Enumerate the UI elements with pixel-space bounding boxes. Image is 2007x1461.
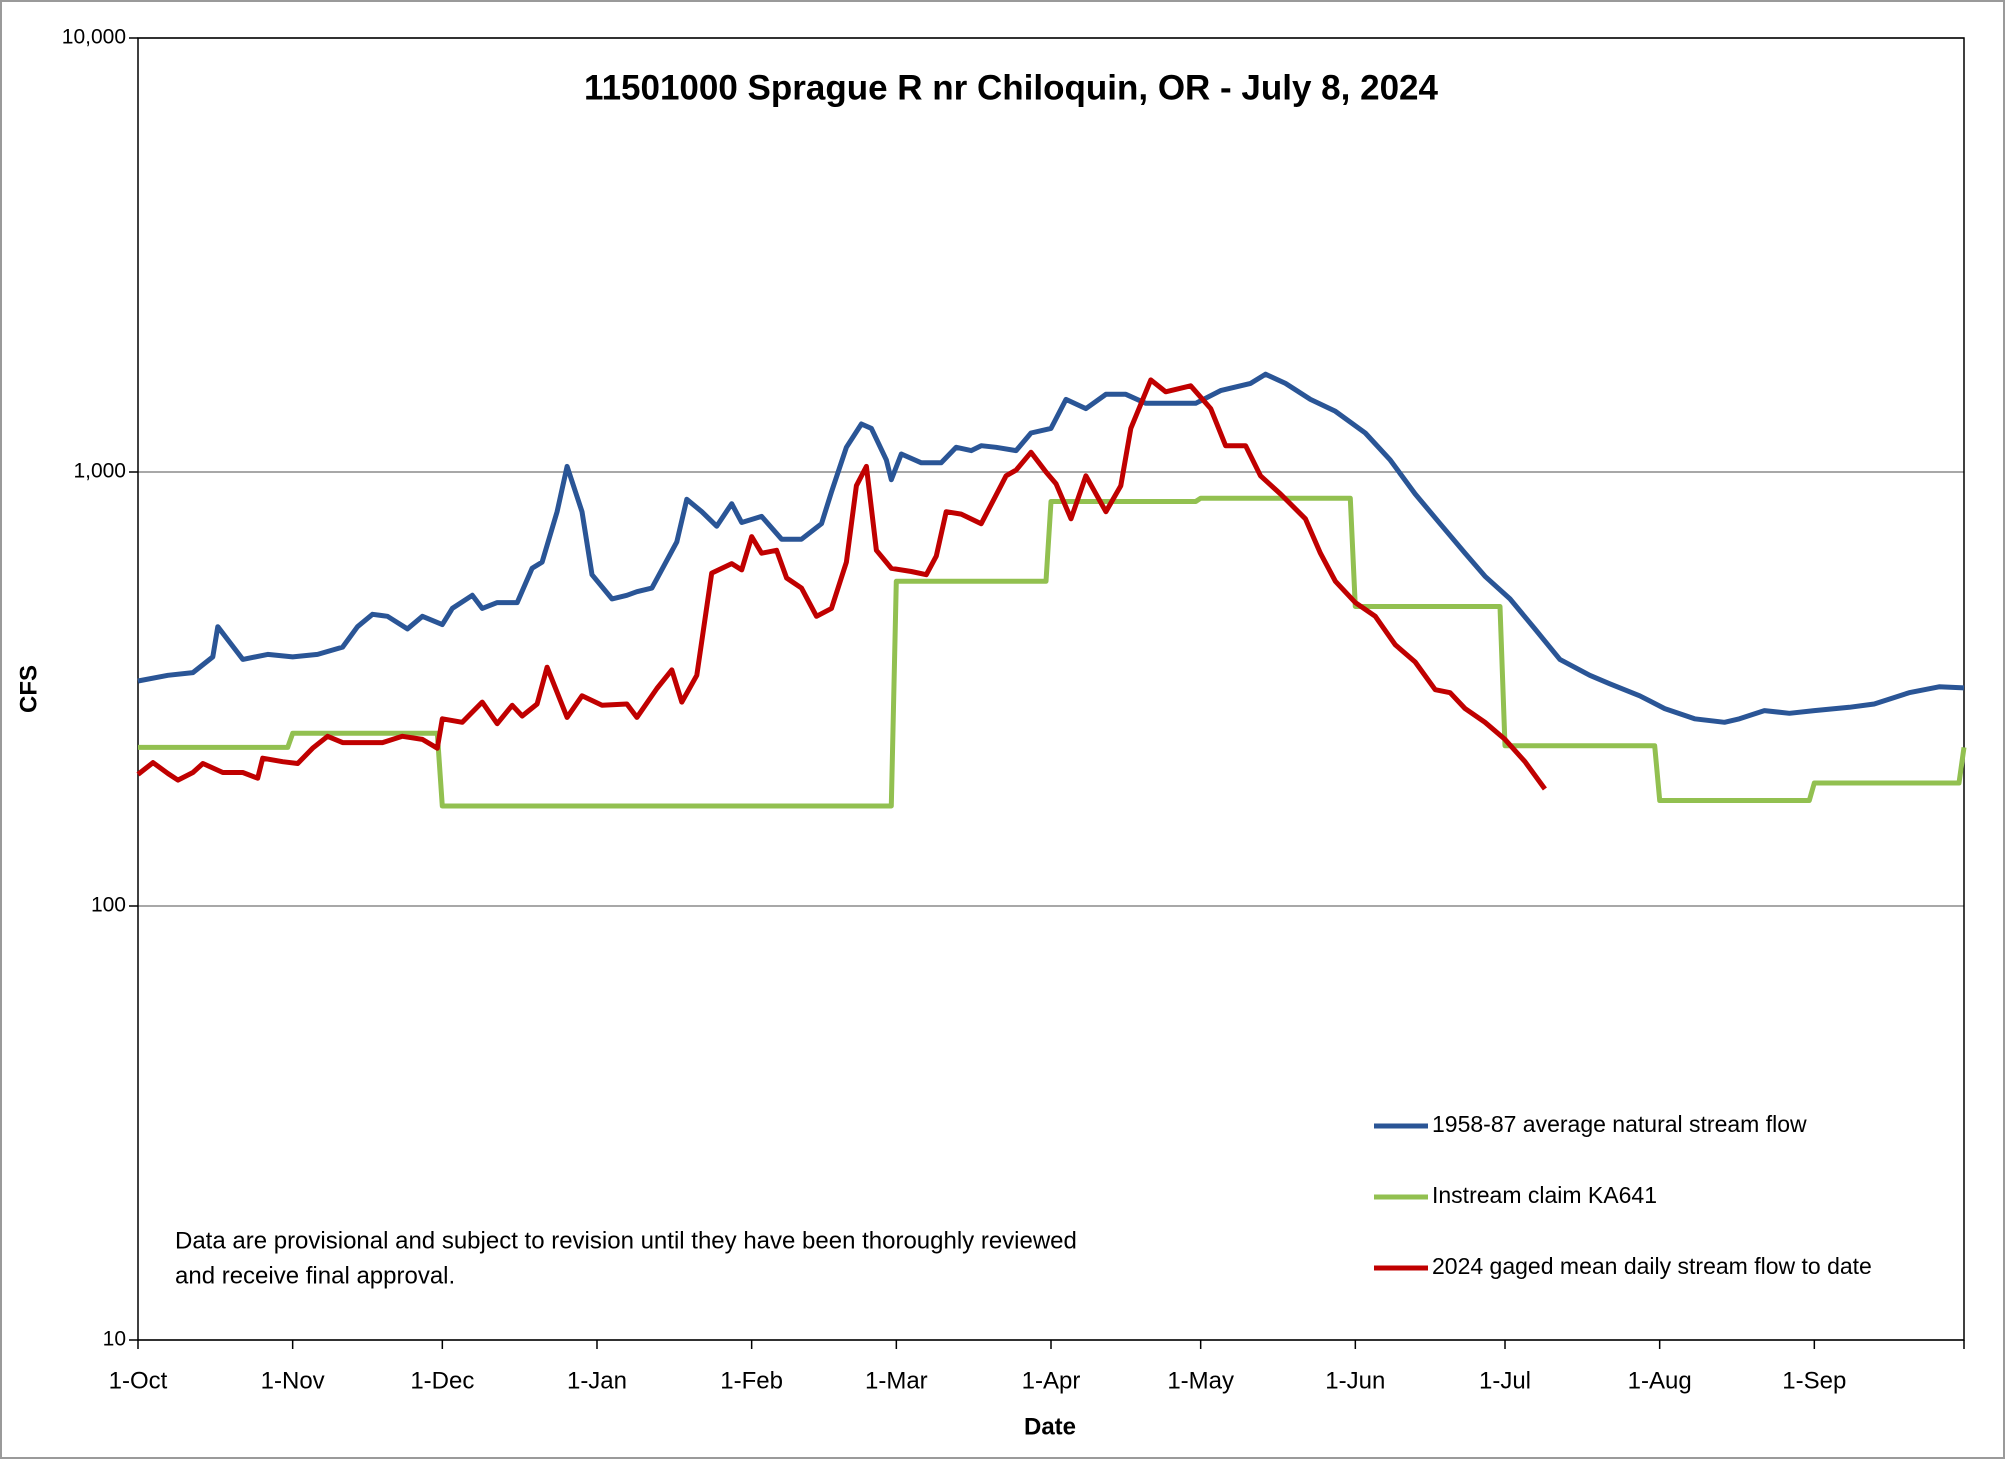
x-tick-label: 1-Oct	[109, 1367, 168, 1394]
x-tick-label: 1-Nov	[261, 1367, 325, 1394]
chart-title: 11501000 Sprague R nr Chiloquin, OR - Ju…	[584, 68, 1438, 107]
x-tick-label: 1-Mar	[865, 1367, 928, 1394]
x-axis-label: Date	[1024, 1413, 1076, 1440]
legend-label: Instream claim KA641	[1432, 1182, 1657, 1208]
series-line	[137, 371, 1965, 725]
y-tick-label: 1,000	[73, 460, 126, 483]
x-tick-label: 1-Jan	[567, 1367, 627, 1394]
x-tick-label: 1-Jun	[1325, 1367, 1385, 1394]
x-tick-label: 1-May	[1167, 1367, 1234, 1394]
plot-frame	[137, 37, 1965, 1341]
x-tick-label: 1-Feb	[720, 1367, 783, 1394]
y-axis-label: CFS	[15, 665, 42, 713]
x-tick-label: 1-Dec	[410, 1367, 474, 1394]
y-tick-label: 10	[103, 1328, 126, 1351]
annotation: and receive final approval.	[175, 1262, 455, 1289]
x-tick-label: 1-Aug	[1628, 1367, 1692, 1394]
x-tick-label: 1-Sep	[1782, 1367, 1846, 1394]
series-line	[136, 377, 1547, 791]
legend-label: 2024 gaged mean daily stream flow to dat…	[1432, 1253, 1872, 1279]
y-tick-label: 100	[91, 894, 126, 917]
x-tick-label: 1-Jul	[1479, 1367, 1531, 1394]
y-tick-label: 10,000	[62, 26, 126, 49]
x-tick-label: 1-Apr	[1022, 1367, 1081, 1394]
legend-label: 1958-87 average natural stream flow	[1432, 1111, 1807, 1137]
annotation: Data are provisional and subject to revi…	[175, 1227, 1077, 1254]
series-line	[138, 495, 1967, 809]
